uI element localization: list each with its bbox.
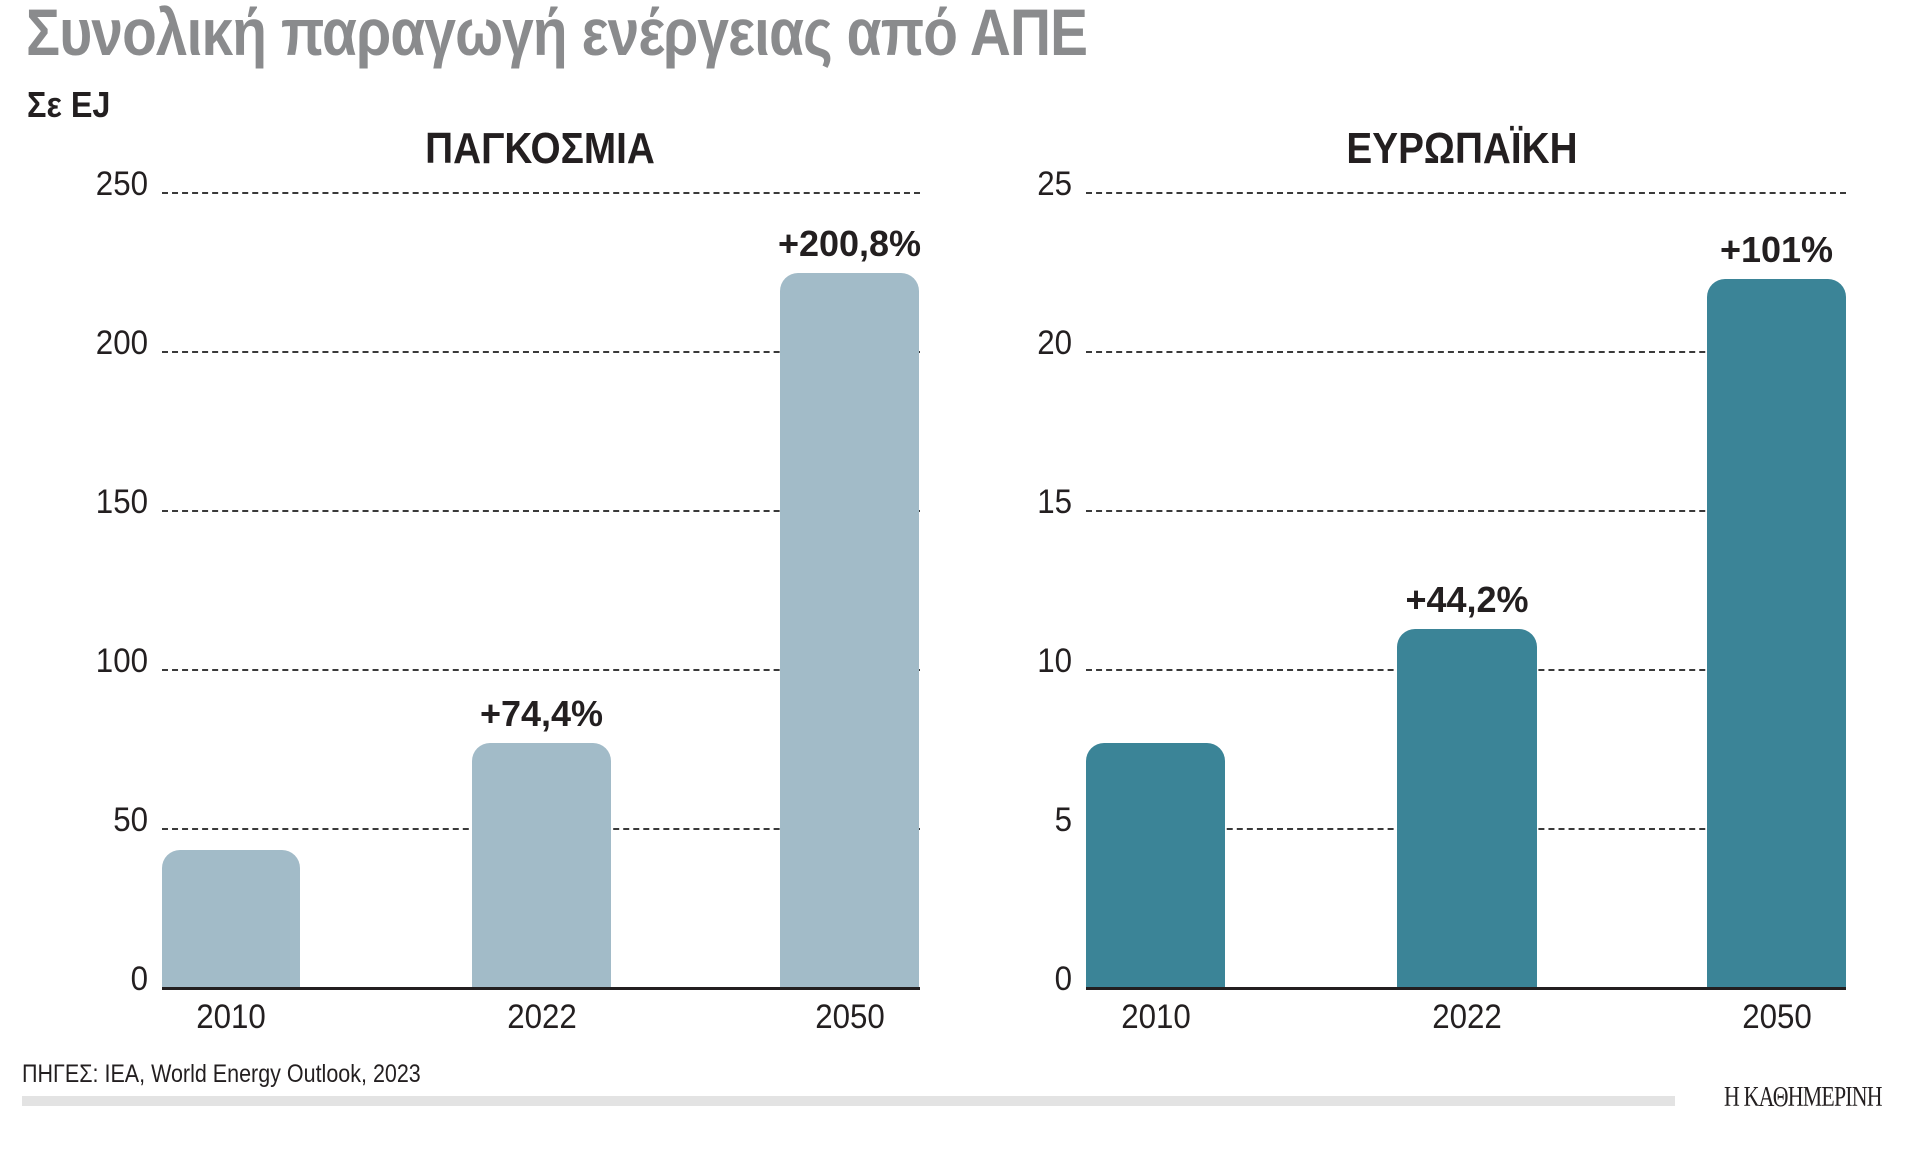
gridline <box>1086 192 1846 194</box>
bar-2010 <box>1086 743 1225 988</box>
bar-change-label: +101% <box>1719 228 1834 270</box>
x-axis-tick: 2010 <box>196 998 266 1036</box>
panel-title-global: ΠΑΓΚΟΣΜΙΑ <box>425 124 655 173</box>
europe-chart-panel: ΕΥΡΩΠΑΪΚΗ 0 5 10 15 20 25 2010 +44,2% 2022 +101% 2… <box>1037 124 1846 1036</box>
y-axis-tick: 150 <box>95 483 148 521</box>
source-note: ΠΗΓΕΣ: IEA, World Energy Outlook, 2023 <box>22 1060 421 1088</box>
x-axis-tick: 2022 <box>1432 998 1502 1036</box>
x-axis-tick: 2022 <box>506 998 577 1036</box>
bar-change-label: +44,2% <box>1405 578 1529 620</box>
brand-logo: Η ΚΑΘΗΜΕΡΙΝΗ <box>1724 1082 1883 1113</box>
bar-2022 <box>1397 628 1537 988</box>
gridline <box>162 351 920 353</box>
bar-2010 <box>162 849 300 988</box>
y-axis-tick: 20 <box>1037 324 1072 362</box>
gridline <box>162 510 920 512</box>
x-axis-tick: 2050 <box>1741 998 1812 1036</box>
bar-2050 <box>780 272 919 988</box>
bar-change-label: +200,8% <box>777 222 922 264</box>
bar-2050 <box>1707 278 1846 988</box>
unit-label: Σε EJ <box>27 84 111 125</box>
gridline <box>162 669 920 671</box>
x-axis-baseline <box>162 987 920 990</box>
global-chart-panel: ΠΑΓΚΟΣΜΙΑ 0 50 100 150 200 250 2010 +74,4% 2022 +… <box>0 0 960 1040</box>
panel-title-europe: ΕΥΡΩΠΑΪΚΗ <box>1346 124 1578 173</box>
bar-change-label: +74,4% <box>479 693 604 735</box>
y-axis-tick: 100 <box>95 642 148 680</box>
y-axis-tick: 250 <box>95 165 148 203</box>
y-axis-tick: 5 <box>1054 801 1072 839</box>
y-axis-tick: 50 <box>113 801 148 839</box>
gridline <box>1086 351 1846 353</box>
x-axis-tick: 2050 <box>814 998 885 1036</box>
y-axis-tick: 0 <box>1054 960 1072 998</box>
y-axis-tick: 25 <box>1037 165 1072 203</box>
y-axis-tick: 10 <box>1037 642 1072 680</box>
gridline <box>162 192 920 194</box>
y-axis-tick: 15 <box>1037 483 1072 521</box>
y-axis-tick: 0 <box>130 960 148 998</box>
x-axis-baseline <box>1086 987 1846 990</box>
chart-title: Συνολική παραγωγή ενέργειας από ΑΠΕ <box>26 0 1088 69</box>
y-axis-tick: 200 <box>95 324 148 362</box>
x-axis-tick: 2010 <box>1120 998 1191 1036</box>
bar-2022 <box>472 743 611 988</box>
footer-divider <box>22 1096 1675 1106</box>
gridline <box>1086 510 1846 512</box>
